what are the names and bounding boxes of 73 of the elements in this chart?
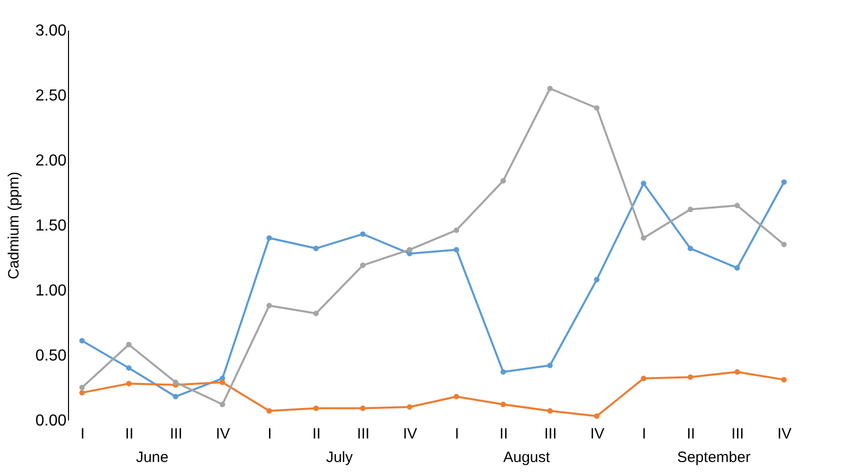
point <box>266 235 272 241</box>
point <box>500 402 506 408</box>
point <box>220 380 226 386</box>
point <box>734 369 740 375</box>
x-tick-label: IV <box>403 426 418 442</box>
point <box>172 394 178 400</box>
point <box>734 265 740 271</box>
point <box>360 231 366 237</box>
point <box>781 179 787 185</box>
point <box>406 404 412 410</box>
y-tick-label: 3.00 <box>35 22 67 40</box>
point <box>79 338 85 344</box>
point <box>79 390 85 396</box>
y-tick-label: 2.50 <box>35 88 67 104</box>
x-tick-label: III <box>731 426 744 442</box>
point <box>594 413 600 419</box>
point <box>547 362 553 368</box>
y-tick-label: 1.00 <box>35 282 67 300</box>
text: August <box>503 449 551 466</box>
point <box>313 310 319 316</box>
point <box>547 408 553 414</box>
x-tick-label: I <box>642 426 646 442</box>
x-tick-label: I <box>80 426 85 442</box>
point <box>313 406 319 412</box>
point <box>734 202 740 208</box>
point <box>688 374 694 380</box>
text: July <box>326 449 354 466</box>
point <box>126 380 132 386</box>
x-tick-label: II <box>125 426 134 442</box>
point <box>781 242 787 248</box>
text: June <box>136 449 168 466</box>
point <box>640 376 646 382</box>
text: September <box>677 449 750 466</box>
point <box>266 302 272 308</box>
x-tick-label: III <box>544 426 557 442</box>
x-tick-label: II <box>686 426 696 442</box>
x-tick-label: III <box>170 426 182 442</box>
point <box>126 342 132 348</box>
point <box>594 276 600 282</box>
x-tick-label: I <box>454 426 459 442</box>
point <box>454 246 460 252</box>
point <box>454 394 460 400</box>
point <box>172 380 178 386</box>
point <box>360 406 366 412</box>
point <box>360 262 366 268</box>
point <box>688 206 694 212</box>
x-tick-label: IV <box>590 426 604 442</box>
y-tick-label: 0.00 <box>35 412 67 430</box>
y-tick-label: 1.50 <box>35 218 67 234</box>
y-tick-label: 2.00 <box>35 152 67 170</box>
x-tick-label: III <box>357 426 370 442</box>
point <box>126 365 132 371</box>
point <box>781 376 787 382</box>
point <box>547 86 553 92</box>
point <box>313 246 319 252</box>
point <box>79 384 85 390</box>
x-tick-label: IV <box>777 426 792 442</box>
point <box>594 105 600 111</box>
point <box>640 180 646 186</box>
x-tick-label: II <box>312 426 321 442</box>
point <box>220 402 226 408</box>
y-tick-label: 0.50 <box>35 348 67 364</box>
point <box>406 246 412 252</box>
point <box>688 246 694 252</box>
x-tick-label: II <box>500 426 508 442</box>
point <box>454 227 460 233</box>
y-axis-title: Cadmium (ppm) <box>5 172 22 280</box>
x-tick-label: IV <box>216 426 230 442</box>
point <box>640 235 646 241</box>
point <box>500 178 506 184</box>
point <box>266 408 272 414</box>
point <box>500 369 506 375</box>
x-tick-label: I <box>268 426 272 442</box>
